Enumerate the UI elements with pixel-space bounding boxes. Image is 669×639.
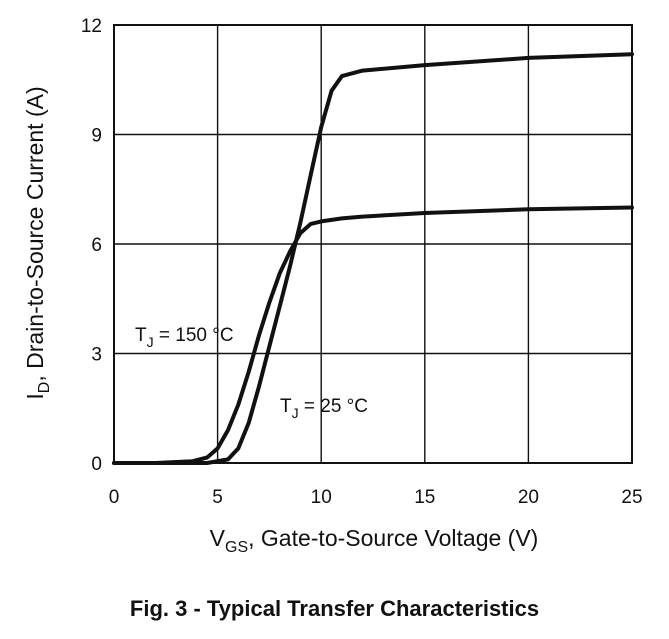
y-tick-label: 6 xyxy=(91,235,102,256)
y-tick-label: 0 xyxy=(91,454,102,475)
figure-caption: Fig. 3 - Typical Transfer Characteristic… xyxy=(129,596,540,621)
x-tick-label: 0 xyxy=(109,487,120,508)
y-axis-title: ID, Drain-to-Source Current (A) xyxy=(22,86,53,399)
x-tick-label: 20 xyxy=(518,487,539,508)
series-curves xyxy=(112,52,634,465)
x-tick-labels: 0 5 10 15 20 25 xyxy=(109,487,643,508)
x-tick-label: 15 xyxy=(414,487,435,508)
x-tick-label: 25 xyxy=(621,487,642,508)
series-label-150c: TJ = 150 °C xyxy=(135,325,234,350)
x-tick-label: 10 xyxy=(311,487,332,508)
plot-frame xyxy=(113,24,633,464)
y-tick-label: 9 xyxy=(91,126,102,147)
y-tick-label: 3 xyxy=(91,345,102,366)
x-axis-title: VGS, Gate-to-Source Voltage (V) xyxy=(210,525,539,556)
series-label-25c: TJ = 25 °C xyxy=(280,396,368,421)
y-tick-label: 12 xyxy=(81,16,102,37)
series-line-25c xyxy=(112,52,634,465)
series-line-150c xyxy=(112,205,634,465)
y-tick-labels: 0 3 6 9 12 xyxy=(81,16,102,475)
grid-lines xyxy=(113,24,633,464)
x-tick-label: 5 xyxy=(212,487,223,508)
